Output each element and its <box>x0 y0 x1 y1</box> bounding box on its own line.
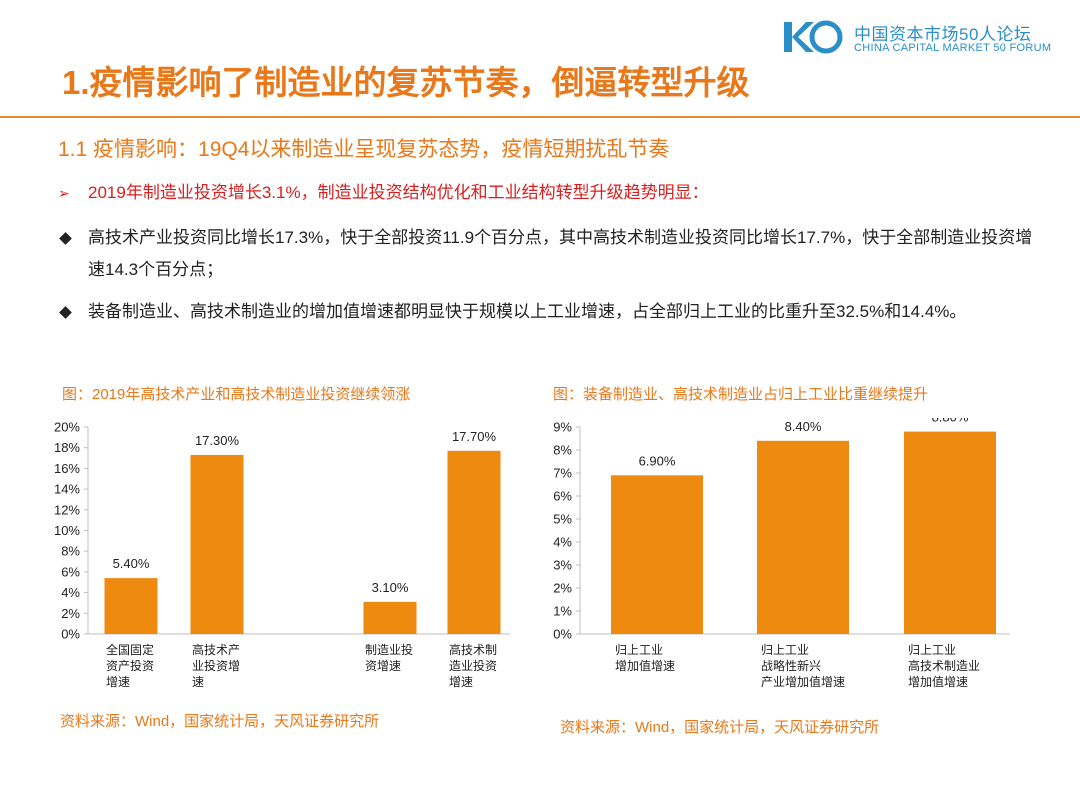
page-title: 1.疫情影响了制造业的复苏节奏，倒逼转型升级 <box>62 64 750 101</box>
bar-data-label: 3.10% <box>372 580 409 595</box>
x-category-label: 产业增加值增速 <box>761 674 845 689</box>
y-tick-label: 7% <box>553 466 572 481</box>
x-category-label: 业投资增 <box>192 658 240 673</box>
y-tick-label: 20% <box>54 420 80 435</box>
y-tick-label: 0% <box>61 627 80 642</box>
bar-data-label: 17.70% <box>452 429 497 444</box>
y-tick-label: 5% <box>553 512 572 527</box>
bullet-text: 高技术产业投资同比增长17.3%，快于全部投资11.9个百分点，其中高技术制造业… <box>88 228 1033 279</box>
bar-data-label: 8.40% <box>785 419 822 434</box>
y-tick-label: 6% <box>553 489 572 504</box>
y-tick-label: 4% <box>553 535 572 550</box>
y-tick-label: 16% <box>54 461 80 476</box>
x-category-label: 制造业投 <box>365 642 413 657</box>
x-category-label: 归上工业 <box>615 643 663 657</box>
bar <box>447 450 501 634</box>
x-category-label: 增加值增速 <box>615 658 675 673</box>
industry-share-chart: 0%1%2%3%4%5%6%7%8%9%6.90%归上工业增加值增速8.40%归… <box>553 418 1010 689</box>
x-category-label: 归上工业 <box>761 643 809 657</box>
y-tick-label: 10% <box>54 523 80 538</box>
bar-data-label: 6.90% <box>639 453 676 468</box>
y-tick-label: 14% <box>54 482 80 497</box>
x-category-label: 速 <box>192 675 204 689</box>
y-tick-label: 3% <box>553 558 572 573</box>
x-category-label: 战略性新兴 <box>761 658 821 673</box>
bar <box>611 475 703 634</box>
bar <box>104 578 158 634</box>
forum-logo: 中国资本市场50人论坛 CHINA CAPITAL MARKET 50 FORU… <box>782 18 1072 58</box>
bullet-text: 2019年制造业投资增长3.1%，制造业投资结构优化和工业结构转型升级趋势明显： <box>88 183 709 202</box>
y-tick-label: 8% <box>61 544 80 559</box>
x-category-label: 资增速 <box>365 659 401 673</box>
y-tick-label: 8% <box>553 443 572 458</box>
logo-english-name: CHINA CAPITAL MARKET 50 FORUM <box>854 42 1052 54</box>
y-tick-label: 18% <box>54 440 80 455</box>
x-category-label: 高技术制 <box>449 642 497 657</box>
x-category-label: 造业投资 <box>449 658 497 673</box>
x-category-label: 增速 <box>106 675 130 689</box>
x-category-label: 增速 <box>449 675 473 689</box>
x-category-label: 高技术制造业 <box>908 658 980 673</box>
chart1-source: 资料来源：Wind，国家统计局，天风证券研究所 <box>60 713 380 730</box>
bar <box>190 454 244 634</box>
arrow-bullet-icon: ➢ <box>58 185 70 201</box>
bar <box>904 431 996 634</box>
x-category-label: 增加值增速 <box>908 674 968 689</box>
chart2-title: 图：装备制造业、高技术制造业占归上工业比重继续提升 <box>553 386 929 403</box>
x-category-label: 归上工业 <box>908 643 956 657</box>
bar-data-label: 17.30% <box>195 433 240 448</box>
y-tick-label: 4% <box>61 585 80 600</box>
x-category-label: 资产投资 <box>106 658 154 673</box>
section-subtitle: 1.1 疫情影响：19Q4以来制造业呈现复苏态势，疫情短期扰乱节奏 <box>58 138 670 161</box>
chart2-source: 资料来源：Wind，国家统计局，天风证券研究所 <box>560 719 880 736</box>
bar <box>363 601 417 634</box>
diamond-bullet-icon <box>58 222 82 254</box>
y-tick-label: 1% <box>553 604 572 619</box>
chart1-title: 图：2019年高技术产业和高技术制造业投资继续领涨 <box>62 386 411 403</box>
diamond-bullet-icon <box>58 296 82 328</box>
investment-growth-chart: 0% 2% 4% 6% 8% 10% 12% 14% 16% 18% 20% 5.40% 全国固定资产投… <box>54 420 510 689</box>
y-tick-label: 9% <box>553 420 572 435</box>
bar-data-label: 5.40% <box>113 556 150 571</box>
logo-chinese-name: 中国资本市场50人论坛 <box>854 25 1032 44</box>
x-category-label: 高技术产 <box>192 642 240 657</box>
y-tick-label: 12% <box>54 502 80 517</box>
title-divider <box>0 116 1080 118</box>
y-tick-label: 0% <box>553 627 572 642</box>
y-tick-label: 6% <box>61 564 80 579</box>
k50-logo-icon <box>784 20 843 54</box>
bar <box>757 440 849 634</box>
y-tick-label: 2% <box>553 581 572 596</box>
bullet-text: 装备制造业、高技术制造业的增加值增速都明显快于规模以上工业增速，占全部归上工业的… <box>88 302 967 321</box>
y-tick-label: 2% <box>61 606 80 621</box>
bar-data-label: 8.80% <box>932 418 969 425</box>
x-category-label: 全国固定 <box>106 642 154 657</box>
